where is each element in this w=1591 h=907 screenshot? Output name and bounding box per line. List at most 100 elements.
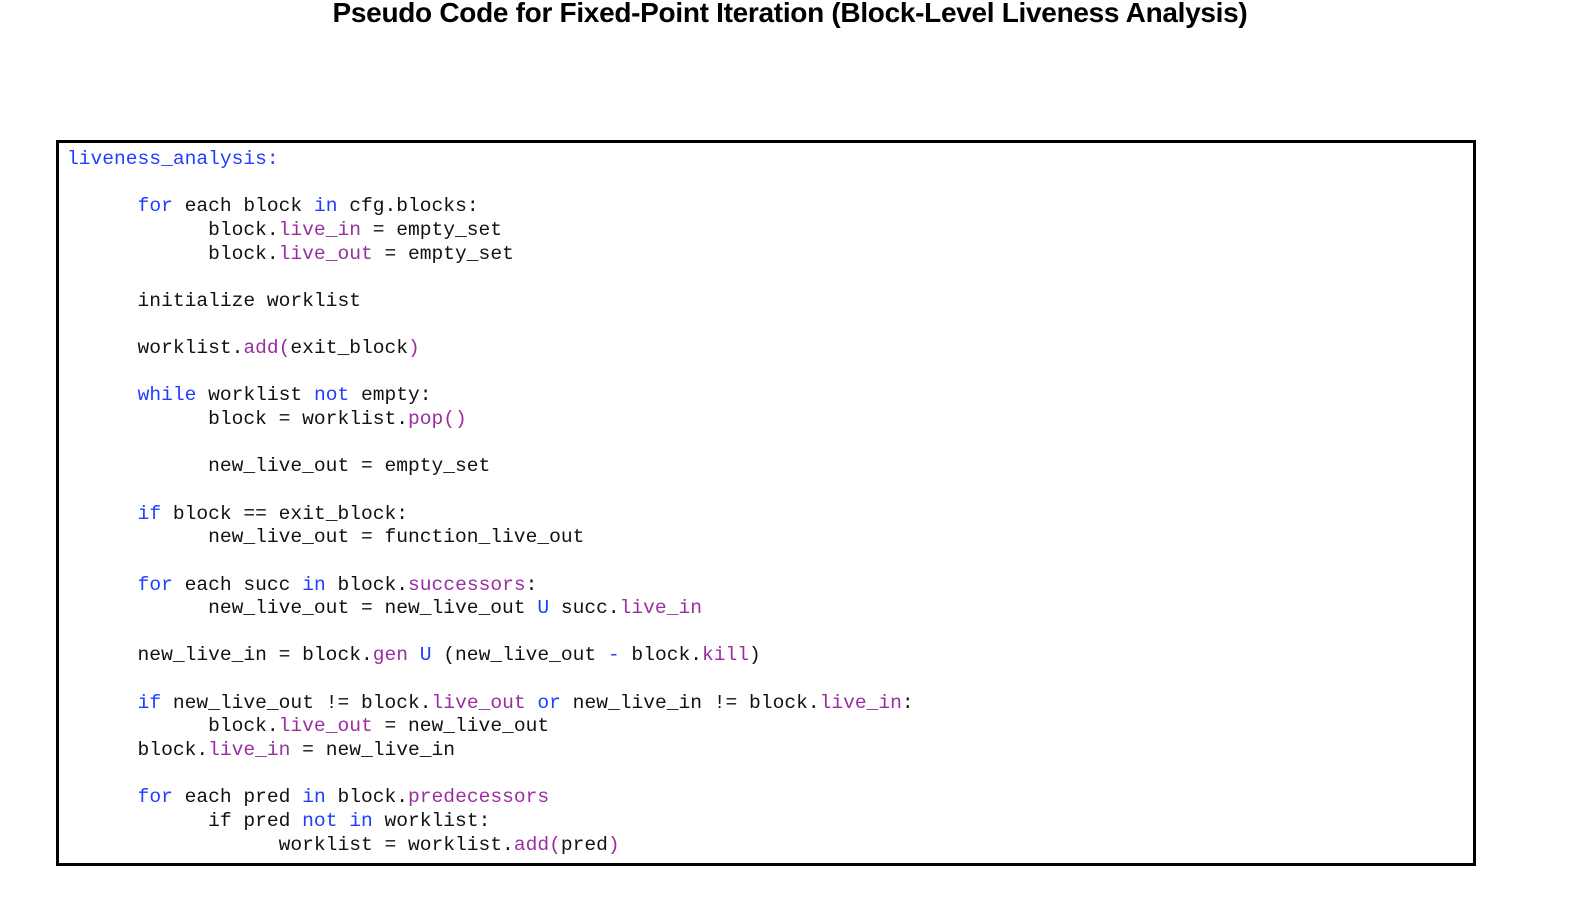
code-text: new_live_in != block. xyxy=(560,691,820,714)
code-member: predecessors xyxy=(408,786,550,809)
code-keyword: - xyxy=(607,644,620,667)
code-text: succ. xyxy=(549,597,620,620)
code-box: liveness_analysis: for each block in cfg… xyxy=(56,140,1476,866)
code-text xyxy=(67,692,138,714)
code-member: live_in xyxy=(819,691,902,714)
blank-line xyxy=(67,432,914,456)
code-text: empty: xyxy=(349,384,432,407)
code-text: block. xyxy=(67,218,279,241)
code-member: live_in xyxy=(208,739,291,762)
code-line: new_live_out = function_live_out xyxy=(67,526,914,550)
code-text: new_live_out = new_live_out xyxy=(67,597,538,620)
code-line: block = worklist.pop() xyxy=(67,408,914,432)
code-text: new_live_out = function_live_out xyxy=(67,526,585,549)
code-keyword: not xyxy=(313,384,350,407)
code-line: block.live_out = new_live_out xyxy=(67,715,914,739)
code-text: initialize worklist xyxy=(67,289,361,312)
code-text xyxy=(67,503,138,525)
code-line: for each pred in block.predecessors xyxy=(67,786,914,810)
code-text xyxy=(408,644,420,666)
code-text: block. xyxy=(67,715,279,738)
code-text: = new_live_out xyxy=(372,715,550,738)
code-keyword: in xyxy=(313,195,338,218)
code-keyword: not xyxy=(302,809,338,832)
code-member: add( xyxy=(513,833,561,856)
code-text: cfg.blocks: xyxy=(337,195,479,218)
pseudo-code-block: liveness_analysis: for each block in cfg… xyxy=(67,148,914,857)
blank-line xyxy=(67,550,914,574)
code-text: = empty_set xyxy=(360,218,503,241)
code-text: block. xyxy=(619,644,702,667)
code-text: ) xyxy=(749,644,761,667)
code-member: live_in xyxy=(278,218,361,241)
code-keyword: or xyxy=(537,691,561,714)
blank-line xyxy=(67,621,914,645)
code-text: block. xyxy=(67,242,279,265)
code-line: block.live_in = empty_set xyxy=(67,219,914,243)
code-line: new_live_out = empty_set xyxy=(67,455,914,479)
code-text: if pred xyxy=(67,809,303,832)
code-member: live_out xyxy=(278,715,373,738)
code-line: new_live_out = new_live_out U succ.live_… xyxy=(67,597,914,621)
code-line: if new_live_out != block.live_out or new… xyxy=(67,692,914,716)
code-text: exit_block xyxy=(290,337,409,360)
code-member: live_out xyxy=(278,242,373,265)
code-line: initialize worklist xyxy=(67,290,914,314)
code-line: for each block in cfg.blocks: xyxy=(67,195,914,219)
code-line: liveness_analysis: xyxy=(67,148,914,172)
code-line: for each succ in block.successors: xyxy=(67,574,914,598)
blank-line xyxy=(67,479,914,503)
code-line: block.live_in = new_live_in xyxy=(67,739,914,763)
code-text: each succ xyxy=(172,573,303,596)
blank-line xyxy=(67,668,914,692)
code-text xyxy=(67,574,138,596)
code-keyword: for xyxy=(137,786,173,809)
blank-line xyxy=(67,361,914,385)
code-line: block.live_out = empty_set xyxy=(67,243,914,267)
code-text: block = worklist. xyxy=(67,408,408,431)
page-title: Pseudo Code for Fixed-Point Iteration (B… xyxy=(332,0,1248,28)
code-text: new_live_out = empty_set xyxy=(67,455,491,478)
code-member: add( xyxy=(243,337,291,360)
code-member: live_in xyxy=(619,597,702,620)
code-keyword: liveness_analysis: xyxy=(67,148,279,170)
code-text xyxy=(67,786,138,808)
code-keyword: for xyxy=(137,195,173,218)
code-text: = empty_set xyxy=(372,242,514,265)
code-text: (new_live_out xyxy=(431,644,608,667)
code-member: gen xyxy=(372,644,408,667)
code-line: if pred not in worklist: xyxy=(67,810,914,834)
code-text: block. xyxy=(67,739,209,762)
code-keyword: if xyxy=(137,502,162,525)
code-text xyxy=(67,195,138,217)
code-text xyxy=(526,692,538,714)
code-line: while worklist not empty: xyxy=(67,384,914,408)
code-text: worklist: xyxy=(372,809,491,832)
code-keyword: U xyxy=(419,644,432,667)
code-keyword: while xyxy=(137,384,197,407)
code-text: worklist = worklist. xyxy=(67,833,514,856)
blank-line xyxy=(67,313,914,337)
code-keyword: in xyxy=(302,786,326,809)
code-line: worklist.add(exit_block) xyxy=(67,337,914,361)
code-text: : xyxy=(901,691,914,714)
code-line: worklist = worklist.add(pred) xyxy=(67,834,914,858)
code-member: live_out xyxy=(431,691,526,714)
blank-line xyxy=(67,763,914,787)
code-text: block. xyxy=(325,573,409,596)
code-member: ) xyxy=(607,833,620,856)
code-text: each pred xyxy=(172,786,303,809)
code-text: worklist. xyxy=(67,337,244,360)
blank-line xyxy=(67,266,914,290)
code-keyword: if xyxy=(137,691,162,714)
code-line: new_live_in = block.gen U (new_live_out … xyxy=(67,644,914,668)
code-text: new_live_out != block. xyxy=(161,691,432,714)
code-text: worklist xyxy=(196,384,314,407)
code-member: successors xyxy=(408,573,526,596)
code-text xyxy=(67,384,138,406)
code-member: pop() xyxy=(408,408,467,431)
code-keyword: for xyxy=(137,573,173,596)
code-text: block == exit_block: xyxy=(161,502,409,525)
code-member: kill xyxy=(701,644,750,667)
code-member: ) xyxy=(408,337,420,360)
